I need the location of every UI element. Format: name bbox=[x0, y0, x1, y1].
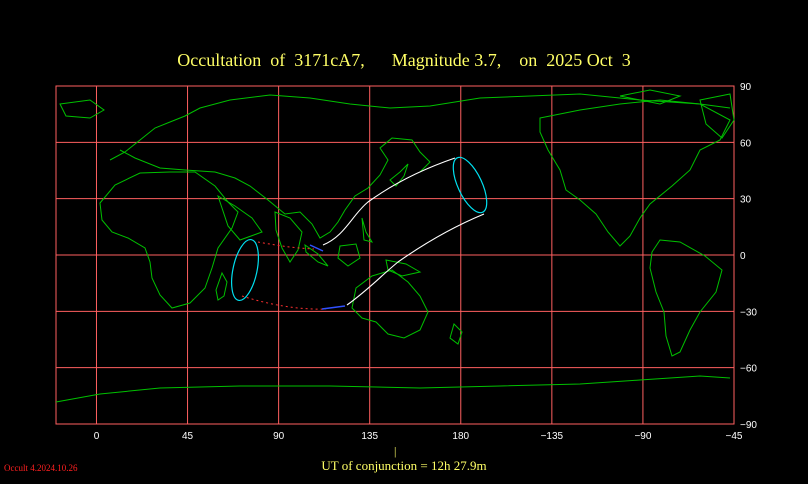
map-title: Occultation of 3171cA7, Magnitude 3.7, o… bbox=[177, 50, 631, 70]
path-north-limit bbox=[322, 157, 456, 246]
lon-tick-label: −45 bbox=[726, 431, 743, 442]
lat-tick-label: 30 bbox=[740, 195, 752, 206]
lon-tick-label: 135 bbox=[361, 431, 378, 442]
lon-tick-label: 180 bbox=[452, 431, 469, 442]
lat-tick-label: 0 bbox=[740, 251, 746, 262]
africa-coast bbox=[99, 171, 239, 309]
philippines-coast bbox=[361, 217, 374, 243]
path-north-end-segment bbox=[309, 244, 324, 252]
lat-tick-label: 90 bbox=[740, 82, 752, 93]
shadow-ellipse-west bbox=[231, 238, 259, 302]
newguinea-coast bbox=[385, 259, 422, 277]
occultation-path bbox=[231, 156, 488, 310]
australia-coast bbox=[351, 269, 429, 339]
path-south-limit bbox=[346, 213, 485, 306]
lon-tick-label: 0 bbox=[94, 431, 100, 442]
lat-tick-label: 60 bbox=[740, 138, 752, 149]
lat-tick-label: −60 bbox=[740, 364, 757, 375]
lat-lon-grid bbox=[55, 85, 735, 425]
lat-tick-label: −90 bbox=[740, 420, 757, 431]
lon-tick-label: −135 bbox=[541, 431, 564, 442]
antarctica-coast bbox=[55, 375, 731, 403]
conjunction-tick: | bbox=[394, 444, 397, 458]
longitude-labels: 0 45 90 135 180 −135 −90 −45 bbox=[94, 431, 743, 442]
north-america-coast bbox=[539, 99, 731, 247]
latitude-labels: 90 60 30 0 −30 −60 −90 bbox=[740, 82, 757, 431]
eurasia-coast bbox=[109, 93, 731, 239]
lat-tick-label: −30 bbox=[740, 307, 757, 318]
lon-tick-label: 45 bbox=[182, 431, 194, 442]
path-north-dotted bbox=[257, 241, 315, 250]
borneo-coast bbox=[337, 243, 361, 267]
lon-tick-label: −90 bbox=[634, 431, 651, 442]
coastlines bbox=[55, 89, 735, 403]
newzealand-coast bbox=[449, 323, 463, 345]
arabia-coast bbox=[217, 194, 263, 241]
madagascar-coast bbox=[215, 271, 228, 301]
conjunction-label: UT of conjunction = 12h 27.9m bbox=[321, 458, 487, 473]
sumatra-coast bbox=[304, 243, 329, 267]
india-coast bbox=[274, 211, 303, 263]
south-america-coast bbox=[649, 239, 723, 357]
path-south-dotted bbox=[241, 295, 327, 310]
version-label: Occult 4.2024.10.26 bbox=[4, 463, 78, 473]
shadow-ellipse-east bbox=[452, 156, 488, 214]
greenland-coast bbox=[699, 93, 735, 139]
path-south-end-segment bbox=[321, 305, 346, 310]
arctic-islands bbox=[59, 89, 682, 119]
lon-tick-label: 90 bbox=[273, 431, 285, 442]
